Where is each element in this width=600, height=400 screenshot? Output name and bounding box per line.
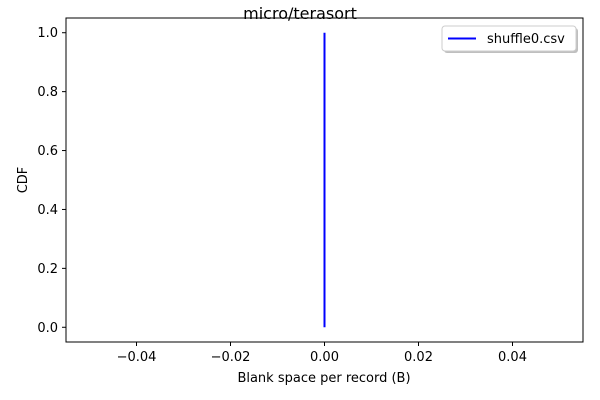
legend-box [441, 25, 577, 52]
x-axis-ticks: −0.04 −0.02 0.00 0.02 0.04 [117, 342, 527, 365]
y-axis-ticks: 0.0 0.2 0.4 0.6 0.8 1.0 [37, 26, 66, 336]
y-tick-label: 1.0 [37, 26, 58, 41]
x-tick-label: −0.02 [211, 350, 251, 365]
y-tick-label: 0.2 [37, 262, 58, 277]
y-tick-label: 0.8 [37, 85, 58, 100]
x-tick-label: 0.02 [404, 350, 433, 365]
y-axis-label: CDF [16, 167, 31, 194]
x-axis-label: Blank space per record (B) [237, 371, 410, 386]
y-tick-label: 0.4 [37, 203, 58, 218]
plot-frame [65, 17, 584, 343]
x-tick-label: 0.00 [310, 350, 339, 365]
x-tick-label: 0.04 [498, 350, 527, 365]
legend: shuffle0.csv [441, 25, 578, 53]
legend-label: shuffle0.csv [487, 32, 565, 47]
y-tick-label: 0.6 [37, 144, 58, 159]
y-tick-label: 0.0 [37, 321, 58, 336]
chart-title: micro/terasort [243, 4, 357, 23]
x-tick-label: −0.04 [117, 350, 157, 365]
